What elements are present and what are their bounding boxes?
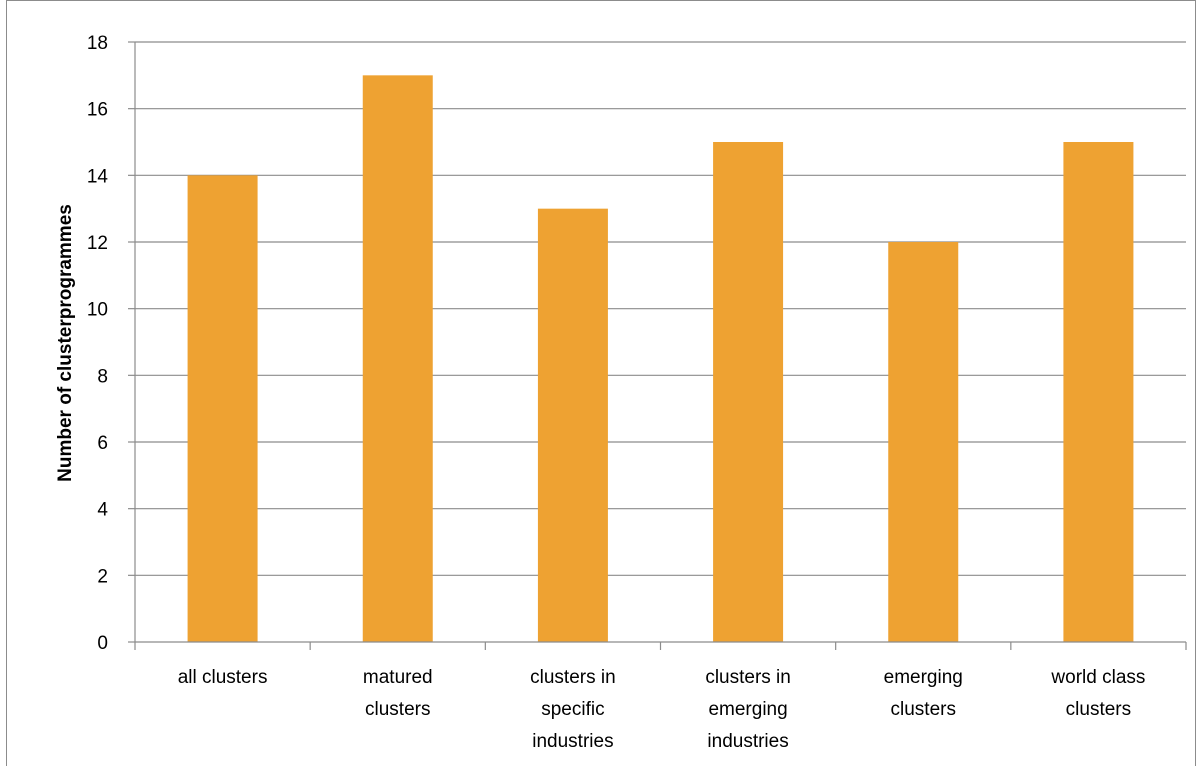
bar	[888, 242, 959, 642]
x-category-label: matured clusters	[363, 667, 433, 720]
y-tick-label: 14	[87, 166, 109, 187]
x-category-label: world class clusters	[1050, 667, 1145, 720]
y-tick-label: 4	[97, 500, 108, 521]
bar	[362, 75, 433, 643]
x-category-label: emerging clusters	[884, 667, 963, 720]
y-tick-label: 12	[87, 233, 108, 254]
x-category-labels: all clusters matured clusters clusters in sp…	[178, 667, 1146, 752]
y-axis-title: Number of clusterprogrammes	[55, 204, 76, 482]
x-category-label: all clusters	[178, 667, 268, 688]
y-tick-label: 8	[97, 366, 108, 387]
bars	[187, 75, 1134, 643]
bar	[537, 208, 608, 642]
y-tick-label: 18	[87, 33, 108, 54]
axes	[128, 41, 1187, 650]
bar	[713, 142, 784, 642]
chart-frame	[6, 0, 1196, 766]
y-tick-label: 0	[97, 633, 108, 654]
y-tick-label: 10	[87, 300, 108, 321]
x-category-label: clusters in emerging industries	[705, 667, 791, 752]
y-tick-labels: 0 2 4 6 8 10 12 14 16 18	[87, 33, 109, 654]
y-tick-label: 6	[97, 433, 108, 454]
bar	[187, 175, 258, 643]
y-tick-label: 2	[97, 566, 108, 587]
x-category-label: clusters in specific industries	[530, 667, 616, 752]
gridlines	[135, 41, 1186, 576]
bar	[1063, 142, 1134, 642]
y-tick-label: 16	[87, 100, 108, 121]
